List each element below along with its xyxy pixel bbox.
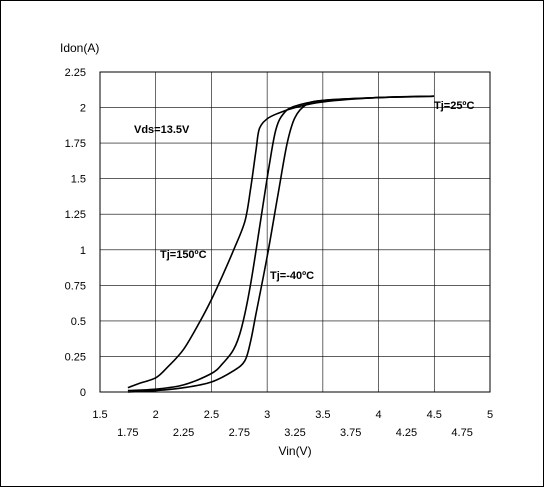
y-tick-label: 0.5: [71, 316, 86, 328]
y-tick-label: 0: [80, 387, 86, 399]
x-tick-label: 3: [264, 409, 270, 421]
series-line: [127, 95, 435, 389]
y-tick-label: 1.75: [65, 138, 86, 150]
x-tick-label: 3.5: [315, 409, 330, 421]
series-line: [127, 95, 435, 392]
y-tick-label: 2: [80, 103, 86, 115]
series-layer: [127, 95, 435, 393]
annotation-tj-40: Tj=-40ºC: [270, 270, 314, 282]
x-tick-label: 4.25: [396, 427, 417, 439]
y-axis-title: Idon(A): [60, 41, 99, 55]
y-tick-labels: 0 0.25 0.5 0.75 1 1.25 1.5 1.75 2 2.25: [65, 67, 86, 399]
x-tick-label: 5: [487, 409, 493, 421]
x-tick-label: 2.75: [229, 427, 250, 439]
y-tick-label: 1.25: [65, 209, 86, 221]
x-tick-labels: 1.5 1.75 2 2.25 2.5 2.75 3 3.25 3.5 3.75 4 4.25 4.5 4…: [92, 409, 493, 439]
x-tick-label: 4.75: [451, 427, 472, 439]
annotation-tj150: Tj=150ºC: [160, 249, 207, 261]
y-tick-label: 0.75: [65, 280, 86, 292]
x-tick-label: 2.25: [173, 427, 194, 439]
x-tick-label: 4.5: [427, 409, 442, 421]
x-tick-label: 3.25: [284, 427, 305, 439]
x-tick-label: 1.5: [92, 409, 107, 421]
y-tick-label: 0.25: [65, 351, 86, 363]
grid-layer: [100, 72, 490, 392]
x-tick-label: 4: [376, 409, 382, 421]
x-tick-label: 1.75: [117, 427, 138, 439]
x-tick-label: 2: [153, 409, 159, 421]
plot-area: [99, 71, 491, 393]
x-tick-label: 3.75: [340, 427, 361, 439]
y-tick-label: 2.25: [65, 67, 86, 79]
x-axis-title: Vin(V): [278, 444, 311, 458]
y-tick-label: 1.5: [71, 174, 86, 186]
annotation-vds: Vds=13.5V: [134, 124, 190, 136]
series-line: [127, 95, 435, 393]
y-tick-label: 1: [80, 245, 86, 257]
x-tick-label: 2.5: [204, 409, 219, 421]
annotation-tj25: Tj=25ºC: [434, 100, 474, 112]
